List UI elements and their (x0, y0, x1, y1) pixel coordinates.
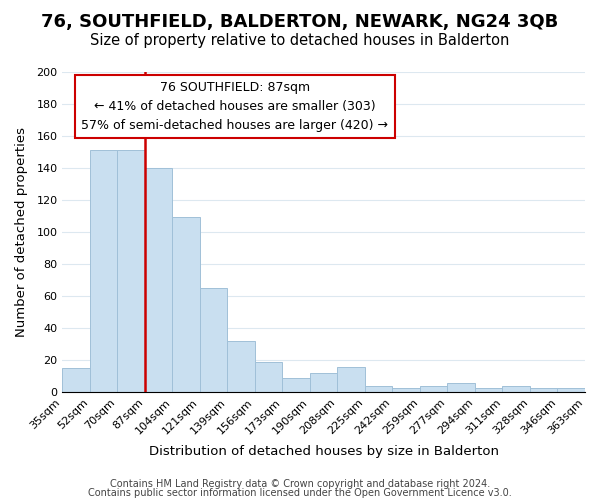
Bar (310, 373, 337, 392)
Y-axis label: Number of detached properties: Number of detached properties (15, 127, 28, 337)
Bar (172, 218, 200, 392)
Text: Contains HM Land Registry data © Crown copyright and database right 2024.: Contains HM Land Registry data © Crown c… (110, 479, 490, 489)
Bar (557, 388, 585, 392)
X-axis label: Distribution of detached houses by size in Balderton: Distribution of detached houses by size … (149, 444, 499, 458)
Bar (90, 150, 118, 392)
Bar (62, 368, 90, 392)
Bar (475, 388, 502, 392)
Bar (392, 388, 420, 392)
Bar (145, 168, 172, 392)
Bar (200, 288, 227, 393)
Bar (337, 366, 365, 392)
Bar (283, 378, 310, 392)
Bar (530, 388, 557, 392)
Text: 76, SOUTHFIELD, BALDERTON, NEWARK, NG24 3QB: 76, SOUTHFIELD, BALDERTON, NEWARK, NG24 … (41, 12, 559, 30)
Bar (448, 382, 475, 392)
Text: Size of property relative to detached houses in Balderton: Size of property relative to detached ho… (91, 32, 509, 48)
Bar (255, 362, 283, 392)
Bar (227, 341, 255, 392)
Bar (420, 386, 448, 392)
Bar (118, 150, 145, 392)
Text: 76 SOUTHFIELD: 87sqm
← 41% of detached houses are smaller (303)
57% of semi-deta: 76 SOUTHFIELD: 87sqm ← 41% of detached h… (82, 81, 388, 132)
Bar (365, 386, 392, 392)
Bar (502, 386, 530, 392)
Text: Contains public sector information licensed under the Open Government Licence v3: Contains public sector information licen… (88, 488, 512, 498)
